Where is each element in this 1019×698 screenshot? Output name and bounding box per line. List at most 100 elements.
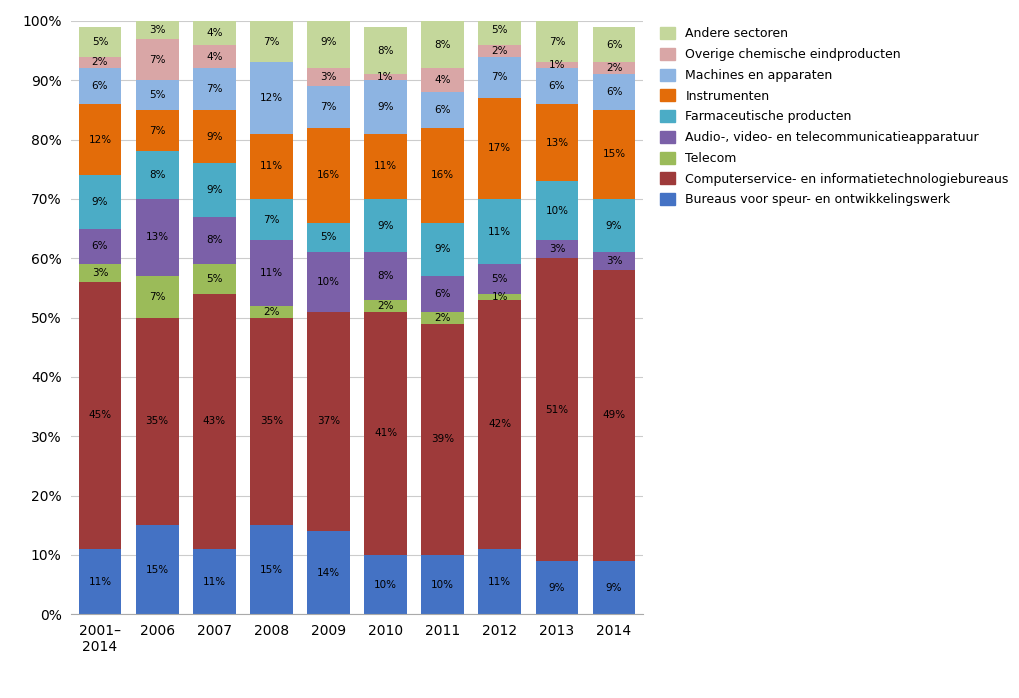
Text: 4%: 4% (206, 52, 222, 61)
Bar (421, 92, 464, 128)
Text: 5%: 5% (491, 25, 507, 35)
Bar (136, 21, 178, 39)
Bar (421, 324, 464, 555)
Legend: Andere sectoren, Overige chemische eindproducten, Machines en apparaten, Instrum: Andere sectoren, Overige chemische eindp… (659, 27, 1008, 207)
Text: 3%: 3% (92, 268, 108, 278)
Bar (78, 549, 121, 614)
Bar (592, 27, 635, 63)
Bar (478, 98, 521, 199)
Bar (421, 276, 464, 312)
Bar (478, 300, 521, 549)
Bar (250, 306, 292, 318)
Text: 43%: 43% (203, 417, 225, 426)
Bar (250, 318, 292, 525)
Bar (193, 21, 235, 45)
Bar (478, 57, 521, 98)
Bar (307, 68, 350, 86)
Bar (364, 27, 407, 75)
Bar (136, 151, 178, 199)
Text: 9%: 9% (377, 102, 393, 112)
Bar (364, 300, 407, 312)
Bar (193, 264, 235, 294)
Text: 8%: 8% (149, 170, 165, 180)
Text: 39%: 39% (431, 434, 453, 444)
Bar (592, 75, 635, 110)
Bar (535, 68, 578, 104)
Text: 11%: 11% (374, 161, 396, 171)
Text: 3%: 3% (548, 244, 565, 254)
Text: 1%: 1% (377, 73, 393, 82)
Text: 6%: 6% (92, 242, 108, 251)
Text: 1%: 1% (548, 61, 565, 70)
Text: 42%: 42% (488, 419, 511, 429)
Bar (136, 39, 178, 80)
Text: 11%: 11% (260, 161, 282, 171)
Text: 7%: 7% (206, 84, 222, 94)
Bar (193, 549, 235, 614)
Text: 5%: 5% (206, 274, 222, 284)
Text: 3%: 3% (605, 256, 622, 266)
Bar (592, 63, 635, 75)
Text: 3%: 3% (320, 73, 336, 82)
Text: 7%: 7% (491, 73, 507, 82)
Bar (478, 199, 521, 265)
Bar (592, 199, 635, 253)
Bar (421, 21, 464, 68)
Bar (364, 312, 407, 555)
Bar (193, 110, 235, 163)
Bar (364, 555, 407, 614)
Text: 35%: 35% (146, 417, 168, 426)
Text: 13%: 13% (146, 232, 168, 242)
Text: 16%: 16% (317, 170, 339, 180)
Bar (364, 253, 407, 300)
Text: 6%: 6% (548, 81, 565, 91)
Text: 6%: 6% (605, 40, 622, 50)
Bar (535, 21, 578, 63)
Bar (478, 45, 521, 57)
Text: 11%: 11% (260, 268, 282, 278)
Bar (78, 175, 121, 229)
Bar (421, 128, 464, 223)
Text: 8%: 8% (377, 271, 393, 281)
Text: 3%: 3% (149, 25, 165, 35)
Text: 7%: 7% (149, 292, 165, 302)
Text: 5%: 5% (92, 37, 108, 47)
Text: 10%: 10% (545, 206, 568, 216)
Bar (592, 253, 635, 270)
Bar (78, 27, 121, 57)
Bar (307, 87, 350, 128)
Text: 9%: 9% (605, 221, 622, 230)
Bar (421, 223, 464, 276)
Text: 6%: 6% (605, 87, 622, 97)
Text: 2%: 2% (434, 313, 450, 322)
Bar (421, 68, 464, 92)
Bar (421, 555, 464, 614)
Bar (478, 15, 521, 45)
Text: 49%: 49% (602, 410, 625, 420)
Text: 4%: 4% (206, 28, 222, 38)
Bar (78, 265, 121, 282)
Text: 11%: 11% (488, 227, 511, 237)
Text: 15%: 15% (260, 565, 282, 574)
Text: 51%: 51% (545, 405, 568, 415)
Bar (193, 68, 235, 110)
Bar (307, 253, 350, 312)
Text: 2%: 2% (377, 301, 393, 311)
Bar (478, 294, 521, 300)
Text: 8%: 8% (377, 45, 393, 56)
Text: 2%: 2% (491, 45, 507, 56)
Text: 7%: 7% (320, 102, 336, 112)
Text: 45%: 45% (89, 410, 111, 420)
Text: 8%: 8% (434, 40, 450, 50)
Bar (250, 525, 292, 614)
Text: 1%: 1% (491, 292, 507, 302)
Text: 35%: 35% (260, 417, 282, 426)
Text: 7%: 7% (548, 37, 565, 47)
Text: 9%: 9% (548, 583, 565, 593)
Text: 6%: 6% (434, 105, 450, 115)
Bar (478, 549, 521, 614)
Bar (136, 318, 178, 525)
Text: 13%: 13% (545, 138, 568, 147)
Bar (307, 312, 350, 531)
Text: 9%: 9% (377, 221, 393, 230)
